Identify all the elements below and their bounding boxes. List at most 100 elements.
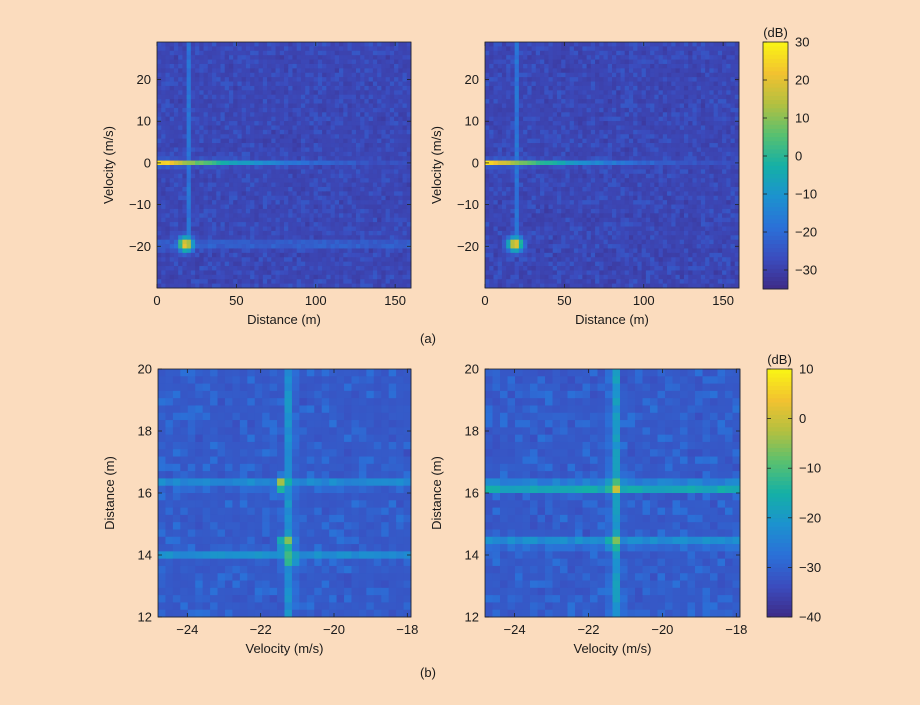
heatmap-cell xyxy=(730,99,736,104)
heatmap-cell xyxy=(722,134,727,140)
heatmap-cell xyxy=(322,90,327,96)
heatmap-cell xyxy=(381,116,386,122)
heatmap-cell xyxy=(578,50,583,56)
heatmap-cell xyxy=(237,208,243,214)
heatmap-cell xyxy=(186,178,192,183)
heatmap-cell xyxy=(501,112,507,118)
heatmap-cell xyxy=(343,160,348,166)
heatmap-cell xyxy=(722,42,727,47)
heatmap-cell xyxy=(157,208,162,214)
heatmap-cell xyxy=(368,77,374,82)
heatmap-cell xyxy=(250,90,255,96)
heatmap-cell xyxy=(398,112,403,118)
heatmap-cell xyxy=(241,270,247,276)
heatmap-cell xyxy=(262,261,268,267)
heatmap-cell xyxy=(309,248,315,254)
heatmap-cell xyxy=(343,156,348,161)
heatmap-cell xyxy=(216,94,221,100)
heatmap-cell xyxy=(510,107,516,113)
heatmap-cell xyxy=(275,156,281,161)
heatmap-cell xyxy=(385,68,391,74)
heatmap-cell xyxy=(203,72,209,78)
heatmap-cell xyxy=(544,129,549,135)
heatmap-cell xyxy=(169,147,175,153)
heatmap-cell xyxy=(288,59,293,65)
heatmap-cell xyxy=(271,204,276,210)
heatmap-cell xyxy=(394,266,399,271)
plot-frame xyxy=(156,41,412,289)
heatmap-cell xyxy=(364,151,370,157)
heatmap-cell xyxy=(339,204,344,210)
heatmap-cell xyxy=(398,116,403,122)
heatmap-cell xyxy=(406,283,412,289)
heatmap-cell xyxy=(389,165,395,170)
heatmap-cell xyxy=(355,165,361,170)
heatmap-cell xyxy=(305,103,310,109)
heatmap-cell xyxy=(377,191,382,197)
heatmap-cell xyxy=(730,72,736,78)
heatmap-cell xyxy=(658,50,664,56)
heatmap-cell xyxy=(398,165,403,170)
heatmap-cell xyxy=(317,121,323,126)
heatmap-cell xyxy=(381,125,386,131)
heatmap-cell xyxy=(633,50,638,56)
heatmap-cell xyxy=(406,169,412,175)
heatmap-cell xyxy=(267,81,272,87)
heatmap-cell xyxy=(296,217,302,223)
heatmap-cell xyxy=(186,252,192,258)
heatmap-cell xyxy=(203,226,209,232)
heatmap-cell xyxy=(305,42,310,47)
heatmap-cell xyxy=(347,208,353,214)
heatmap-cell xyxy=(497,46,503,52)
heatmap-cell xyxy=(195,94,200,100)
heatmap-cell xyxy=(360,186,365,192)
heatmap-cell xyxy=(157,165,162,170)
heatmap-cell xyxy=(165,182,171,188)
heatmap-cell xyxy=(271,46,276,52)
heatmap-cell xyxy=(207,213,213,219)
heatmap-cell xyxy=(624,107,630,113)
heatmap-cell xyxy=(292,261,298,267)
heatmap-cell xyxy=(157,85,162,91)
heatmap-cell xyxy=(561,116,566,122)
heatmap-cell xyxy=(326,252,331,258)
heatmap-cell xyxy=(616,138,621,144)
heatmap-cell xyxy=(173,129,179,135)
heatmap-cell xyxy=(531,116,537,122)
heatmap-cell xyxy=(203,151,209,157)
heatmap-cell xyxy=(317,266,323,271)
heatmap-cell xyxy=(212,147,217,153)
heatmap-cell xyxy=(535,121,541,126)
heatmap-cell xyxy=(389,191,395,197)
heatmap-cell xyxy=(355,112,361,118)
heatmap-cell xyxy=(296,195,302,201)
heatmap-cell xyxy=(355,72,361,78)
heatmap-cell xyxy=(385,261,391,267)
heatmap-cell xyxy=(245,217,251,223)
heatmap-cell xyxy=(658,151,664,157)
heatmap-cell xyxy=(309,178,315,183)
heatmap-cell xyxy=(364,191,370,197)
heatmap-cell xyxy=(279,160,285,166)
heatmap-cell xyxy=(385,103,391,109)
heatmap-cell xyxy=(679,147,685,153)
heatmap-cell xyxy=(313,195,319,201)
heatmap-cell xyxy=(241,85,247,91)
heatmap-cell xyxy=(620,103,626,109)
heatmap-cell xyxy=(548,103,554,109)
heatmap-cell xyxy=(165,235,171,241)
heatmap-cell xyxy=(250,213,255,219)
heatmap-cell xyxy=(633,77,638,82)
heatmap-cell xyxy=(199,283,204,289)
heatmap-cell xyxy=(641,112,647,118)
heatmap-cell xyxy=(406,230,412,236)
heatmap-cell xyxy=(662,147,668,153)
heatmap-cell xyxy=(355,283,361,289)
heatmap-cell xyxy=(372,217,378,223)
heatmap-cell xyxy=(372,99,378,104)
heatmap-cell xyxy=(186,191,192,197)
heatmap-cell xyxy=(309,173,315,179)
heatmap-cell xyxy=(271,156,276,161)
heatmap-cell xyxy=(385,200,391,205)
heatmap-cell xyxy=(233,147,238,153)
